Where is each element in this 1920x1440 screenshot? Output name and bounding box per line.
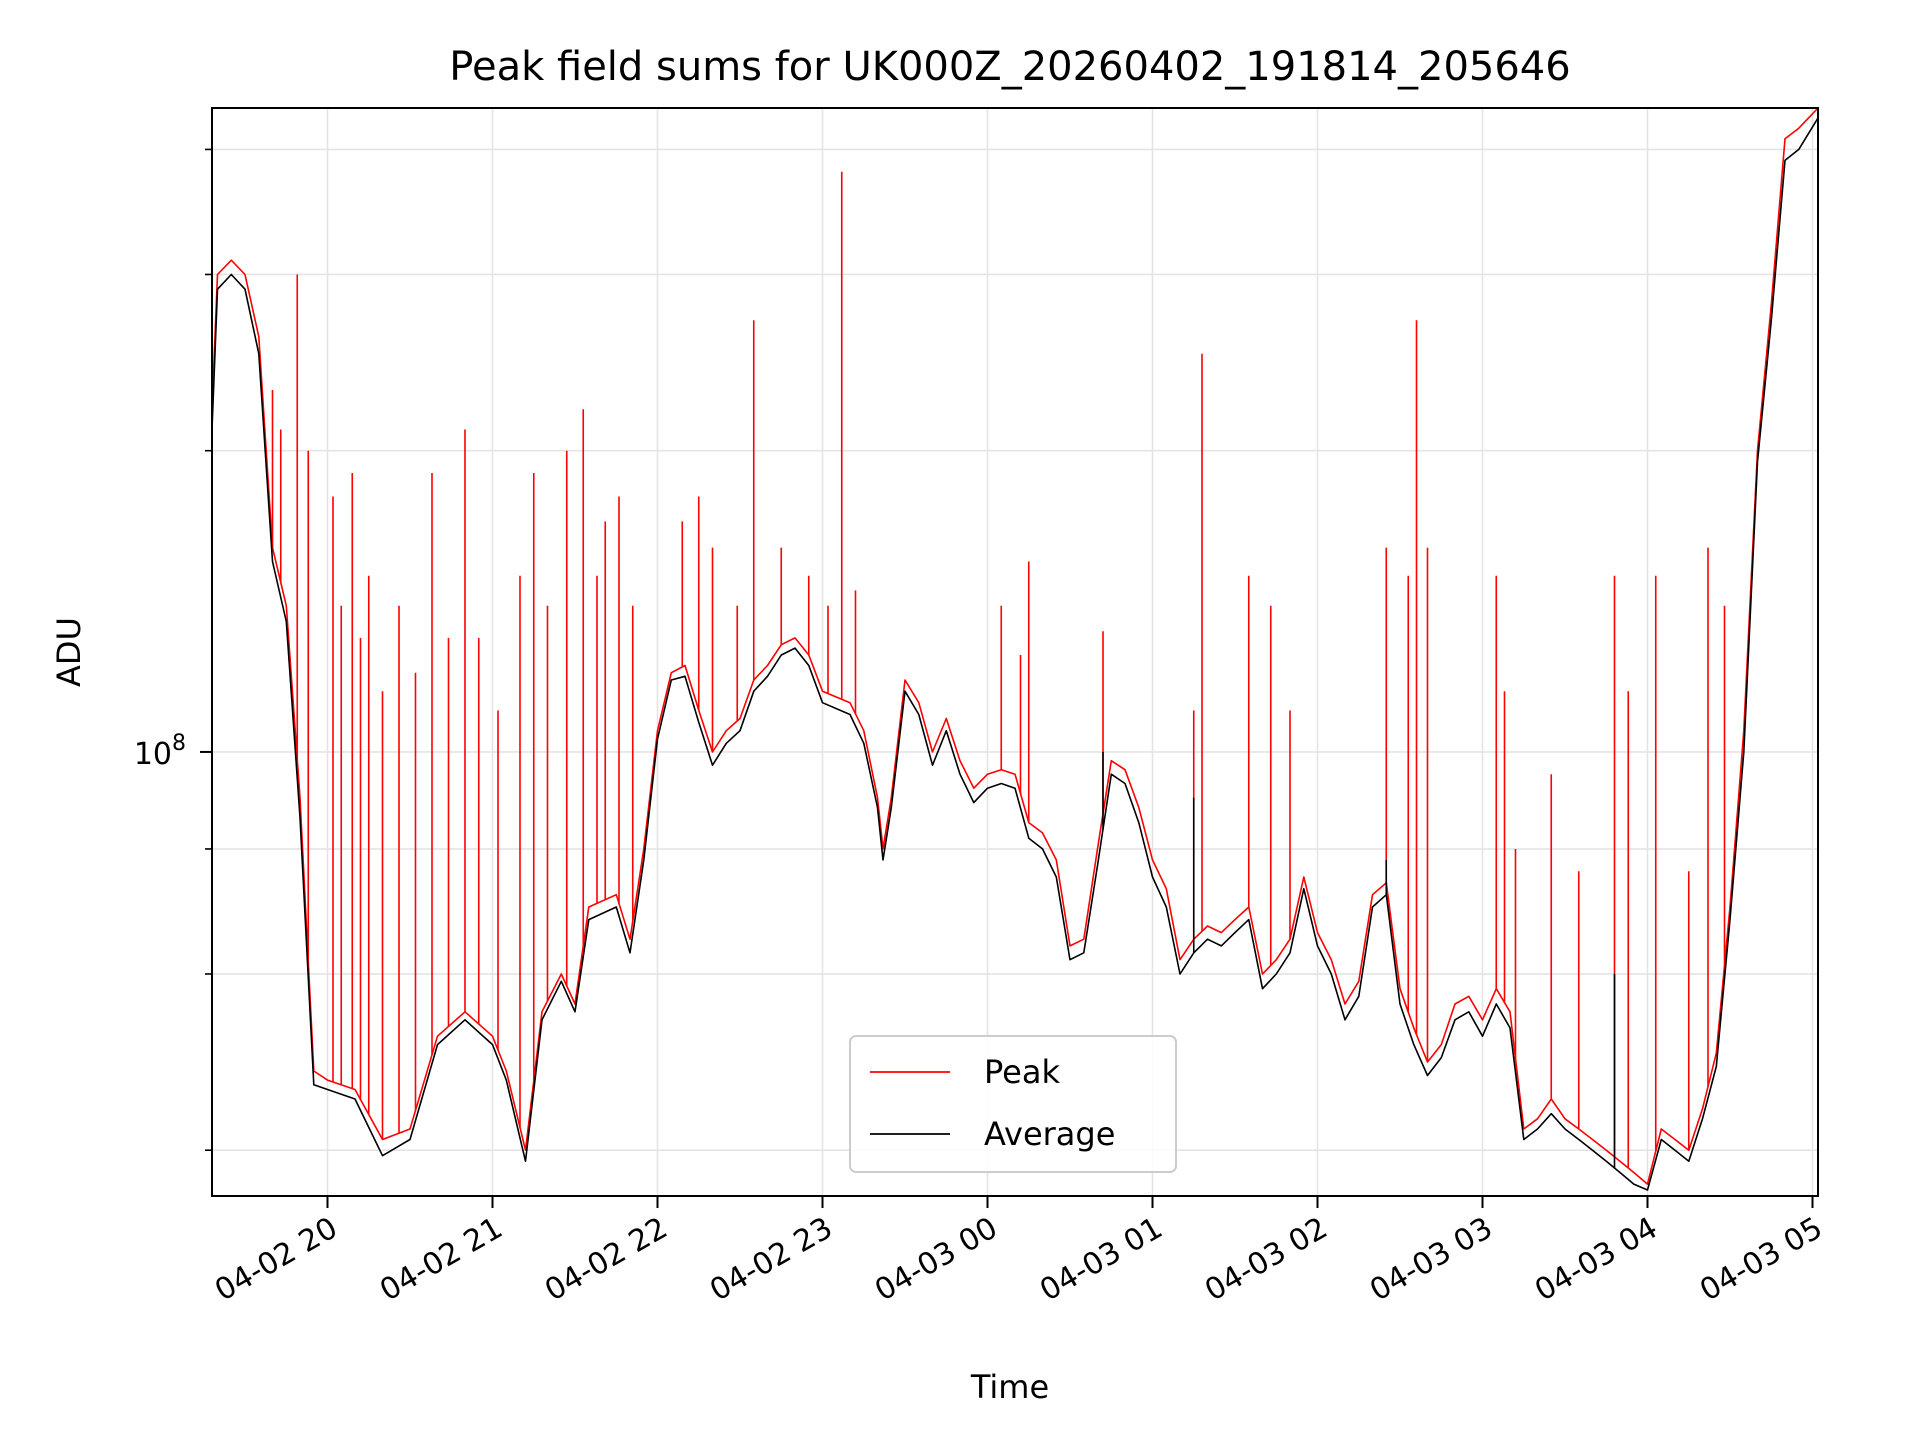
legend-box xyxy=(849,1035,1177,1173)
legend-label-average: Average xyxy=(984,1115,1115,1153)
series-line xyxy=(211,107,1819,1185)
legend: Peak Average xyxy=(849,1035,1177,1173)
plot-frame xyxy=(211,107,1819,1197)
grid-lines xyxy=(212,108,1818,1196)
legend-label-peak: Peak xyxy=(984,1053,1060,1091)
y-axis: 108 xyxy=(134,148,212,1152)
series-line xyxy=(211,117,1819,1191)
series-layer xyxy=(211,107,1819,1191)
x-axis-label: Time xyxy=(970,1368,1049,1406)
y-axis-label: ADU xyxy=(50,617,88,687)
chart-title: Peak field sums for UK000Z_20260402_1918… xyxy=(449,44,1570,90)
series-average xyxy=(211,117,1819,1191)
y-tick-label: 108 xyxy=(134,731,186,772)
